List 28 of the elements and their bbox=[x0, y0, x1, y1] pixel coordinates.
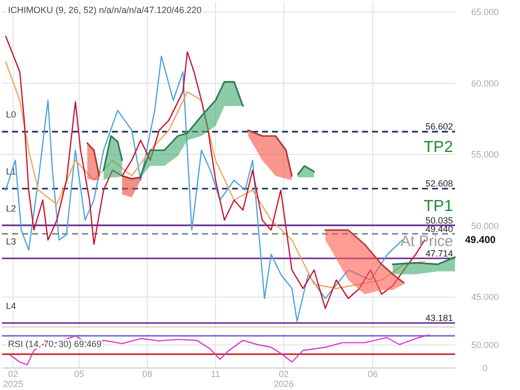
ref-line-label: L3 bbox=[6, 236, 16, 246]
y-tick-label: 50.000 bbox=[471, 340, 499, 350]
x-tick-label: 02 2026 bbox=[274, 369, 294, 389]
y-tick-label: 65.000 bbox=[471, 6, 499, 17]
ref-line-label: L2 bbox=[6, 203, 16, 214]
ref-line-label: L0 bbox=[6, 110, 16, 120]
y-tick-label: 50.000 bbox=[471, 220, 499, 231]
annotation: TP1 bbox=[424, 198, 454, 215]
text: 49.400 bbox=[465, 235, 496, 246]
y-tick-label: 45.000 bbox=[471, 292, 499, 302]
annotation: TP2 bbox=[424, 139, 454, 156]
annotation: 49.440 bbox=[425, 224, 453, 234]
y-tick-label: 55.000 bbox=[471, 150, 499, 160]
annotation: At Price bbox=[400, 233, 453, 250]
annotation: 56.602 bbox=[425, 122, 453, 132]
y-tick-label: 0 bbox=[482, 363, 488, 373]
x-tick-label: 06 bbox=[368, 369, 378, 379]
x-tick-label: 02 2025 bbox=[3, 369, 24, 389]
x-tick-label: 08 bbox=[142, 369, 152, 379]
x-tick-label: 11 bbox=[210, 369, 220, 379]
annotation: 43.181 bbox=[425, 312, 453, 323]
annotation: 52.608 bbox=[425, 178, 453, 189]
chart-title: ICHIMOKU (9, 26, 52) n/a/n/a/n/a/47.120/46.220 bbox=[8, 5, 202, 15]
ref-line-label: L4 bbox=[6, 300, 16, 311]
y-tick-label: 60.000 bbox=[471, 78, 499, 88]
annotation: 47.714 bbox=[425, 248, 453, 258]
annotation: 50.035 bbox=[425, 215, 453, 226]
x-tick-label: 05 bbox=[74, 369, 84, 379]
